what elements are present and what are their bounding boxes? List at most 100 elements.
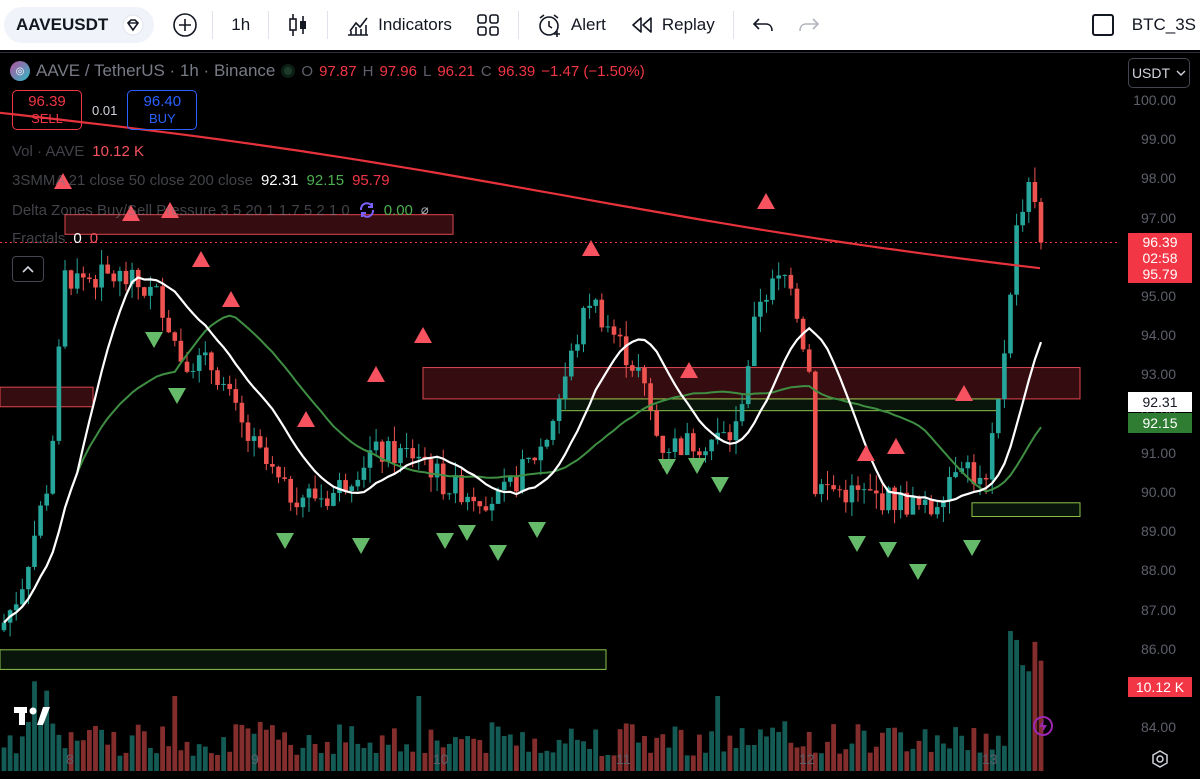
delta-zones xyxy=(0,214,1081,670)
indicators-button[interactable]: Indicators xyxy=(334,0,464,50)
currency-label: USDT xyxy=(1131,65,1171,81)
volume-bar xyxy=(770,727,775,771)
collapse-legend-button[interactable] xyxy=(12,256,44,282)
buy-pressure-zone xyxy=(559,398,1001,412)
candle-body xyxy=(898,492,903,511)
price-axis-label: 84.00 xyxy=(1140,719,1176,736)
replay-button[interactable]: Replay xyxy=(618,0,727,50)
lightning-bolt-icon[interactable] xyxy=(1033,715,1053,737)
right-symbol-label[interactable]: BTC_3S xyxy=(1131,15,1196,34)
volume-bar xyxy=(544,750,550,771)
candle-body xyxy=(477,501,483,507)
fractal-markers xyxy=(54,173,981,580)
candle-body xyxy=(630,365,635,371)
volume-bar xyxy=(648,752,653,771)
volume-bar xyxy=(123,752,129,771)
undo-button[interactable] xyxy=(740,0,786,50)
refresh-icon[interactable] xyxy=(358,201,376,219)
candle-body xyxy=(575,344,580,351)
buy-button[interactable]: 96.40 BUY xyxy=(127,90,198,130)
layout-button[interactable] xyxy=(464,0,512,50)
candle-body xyxy=(209,352,214,371)
volume-bar xyxy=(154,753,159,771)
candle-body xyxy=(855,485,861,490)
volume-bar xyxy=(977,752,983,771)
alert-button[interactable]: Alert xyxy=(525,0,618,50)
volume-bar xyxy=(928,751,934,771)
volume-bars xyxy=(1,631,1044,771)
volume-bar xyxy=(520,732,525,771)
chart-type-button[interactable] xyxy=(275,0,321,50)
replay-label: Replay xyxy=(661,15,715,34)
volume-bar xyxy=(239,724,245,771)
indicator-legend-fractals[interactable]: Fractals 0 0 xyxy=(12,230,98,247)
symbol-title[interactable]: AAVE / TetherUS · 1h · Binance xyxy=(36,61,276,80)
price-chart-canvas[interactable] xyxy=(0,53,1200,779)
candle-body xyxy=(459,475,464,503)
indicator-name: Fractals xyxy=(12,230,66,247)
sell-button[interactable]: 96.39 SELL xyxy=(12,90,82,130)
low-value: 96.21 xyxy=(437,62,475,80)
plus-circle-icon xyxy=(173,13,198,37)
symbol-search-button[interactable]: AAVEUSDT xyxy=(4,7,155,43)
market-status-icon[interactable] xyxy=(281,64,296,78)
candle-body xyxy=(142,287,147,296)
indicator-legend-smma[interactable]: 3SMMA 21 close 50 close 200 close 92.31 … xyxy=(12,172,390,189)
candle-body xyxy=(648,383,653,411)
redo-button[interactable] xyxy=(786,0,832,50)
gear-icon[interactable] xyxy=(1150,749,1170,769)
candle-body xyxy=(941,499,946,508)
volume-bar xyxy=(819,753,824,771)
sell-pressure-zone xyxy=(0,386,94,408)
chart-pane[interactable]: ◎ AAVE / TetherUS · 1h · Binance O 97.87 … xyxy=(0,52,1200,779)
volume-bar xyxy=(904,751,910,771)
fractal-down-marker xyxy=(879,542,897,558)
price-axis-label: 94.00 xyxy=(1140,327,1176,344)
redo-icon xyxy=(798,18,819,32)
buy-price: 96.40 xyxy=(143,93,182,110)
candle-body xyxy=(947,477,952,500)
candle-body xyxy=(788,274,794,289)
volume-bar xyxy=(410,751,416,771)
volume-bar xyxy=(422,752,428,771)
diamond-icon[interactable] xyxy=(120,12,146,38)
candle-body xyxy=(880,493,885,511)
volume-bar xyxy=(562,743,568,771)
volume-bar xyxy=(178,750,184,771)
volume-bar xyxy=(202,746,208,771)
candle-body xyxy=(892,487,897,511)
candle-body xyxy=(325,498,330,506)
fractal-down-marker xyxy=(168,388,186,404)
candle-body xyxy=(337,480,342,493)
candle-body xyxy=(270,464,275,467)
candle-body xyxy=(453,475,458,494)
high-value: 97.96 xyxy=(379,62,417,80)
candle-body xyxy=(276,466,281,478)
price-axis-label: 90.00 xyxy=(1140,484,1176,500)
candle-body xyxy=(257,436,263,448)
candle-body xyxy=(331,492,336,506)
currency-select[interactable]: USDT xyxy=(1128,58,1190,88)
volume-bar xyxy=(587,748,592,771)
checkbox-toggle[interactable] xyxy=(1091,14,1114,36)
indicator-legend-delta[interactable]: Delta Zones Buy/Sell Pressure 3 5 20 1 1… xyxy=(12,201,429,219)
indicator-value: 92.31 xyxy=(260,172,299,189)
volume-bar xyxy=(806,731,812,771)
price-axis-label: 88.00 xyxy=(1140,562,1176,579)
candle-body xyxy=(721,432,727,434)
volume-bar xyxy=(916,740,922,771)
fractal-up-marker xyxy=(414,327,432,343)
volume-bar xyxy=(849,743,855,771)
volume-bar xyxy=(611,755,617,771)
indicator-legend-volume[interactable]: Vol · AAVE 10.12 K xyxy=(12,143,144,160)
candle-body xyxy=(489,503,495,511)
candle-body xyxy=(666,452,672,454)
compare-button[interactable] xyxy=(164,0,206,50)
sell-label: SELL xyxy=(31,111,63,126)
volume-bar xyxy=(837,753,843,771)
candle-body xyxy=(770,278,775,300)
volume-bar xyxy=(483,752,489,771)
interval-button[interactable]: 1h xyxy=(231,15,251,34)
volume-bar xyxy=(50,723,56,771)
volume-bar xyxy=(227,751,233,771)
